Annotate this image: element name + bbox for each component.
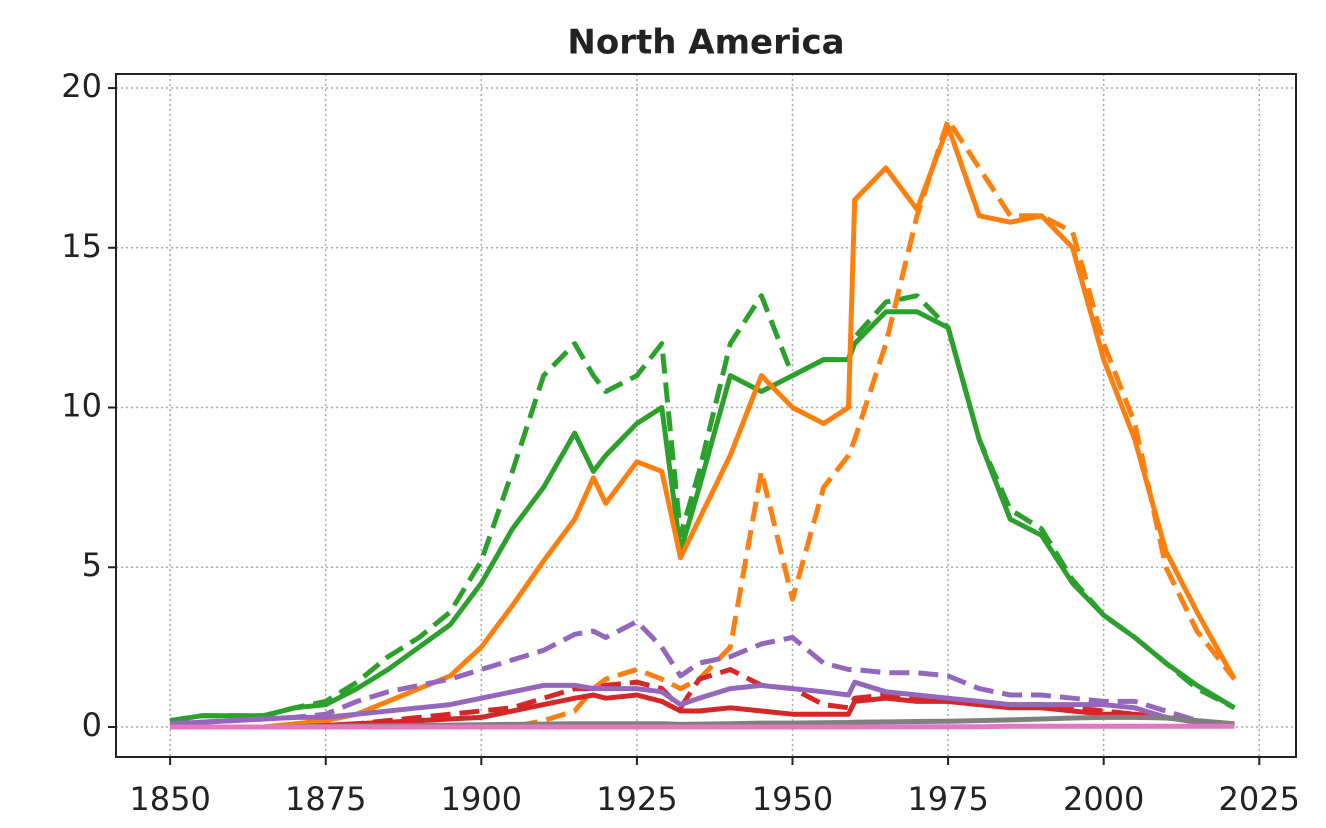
y-tick-label: 5	[82, 546, 102, 584]
series-line	[169, 619, 1235, 728]
grid	[116, 74, 1296, 757]
series-line	[170, 123, 1237, 730]
series-line	[169, 679, 1235, 728]
x-tick-label: 2000	[1063, 780, 1144, 818]
series-line	[169, 293, 1236, 724]
y-tick-label: 0	[82, 706, 102, 744]
series-line	[169, 309, 1236, 724]
x-tick-label: 1850	[129, 780, 210, 818]
chart-title: North America	[567, 23, 844, 63]
x-tick-label: 2025	[1219, 780, 1300, 818]
series-line	[170, 723, 1235, 730]
x-tick-label: 1875	[285, 780, 366, 818]
y-tick-label: 10	[61, 387, 102, 425]
series-line	[170, 117, 1237, 730]
x-tick-label: 1925	[596, 780, 677, 818]
y-tick-label: 20	[61, 67, 102, 105]
plot-frame	[115, 73, 1297, 758]
x-tick-label: 1900	[441, 780, 522, 818]
y-tick-label: 15	[61, 227, 102, 265]
lines	[169, 117, 1237, 730]
x-tick-label: 1950	[752, 780, 833, 818]
x-tick-label: 1975	[907, 780, 988, 818]
